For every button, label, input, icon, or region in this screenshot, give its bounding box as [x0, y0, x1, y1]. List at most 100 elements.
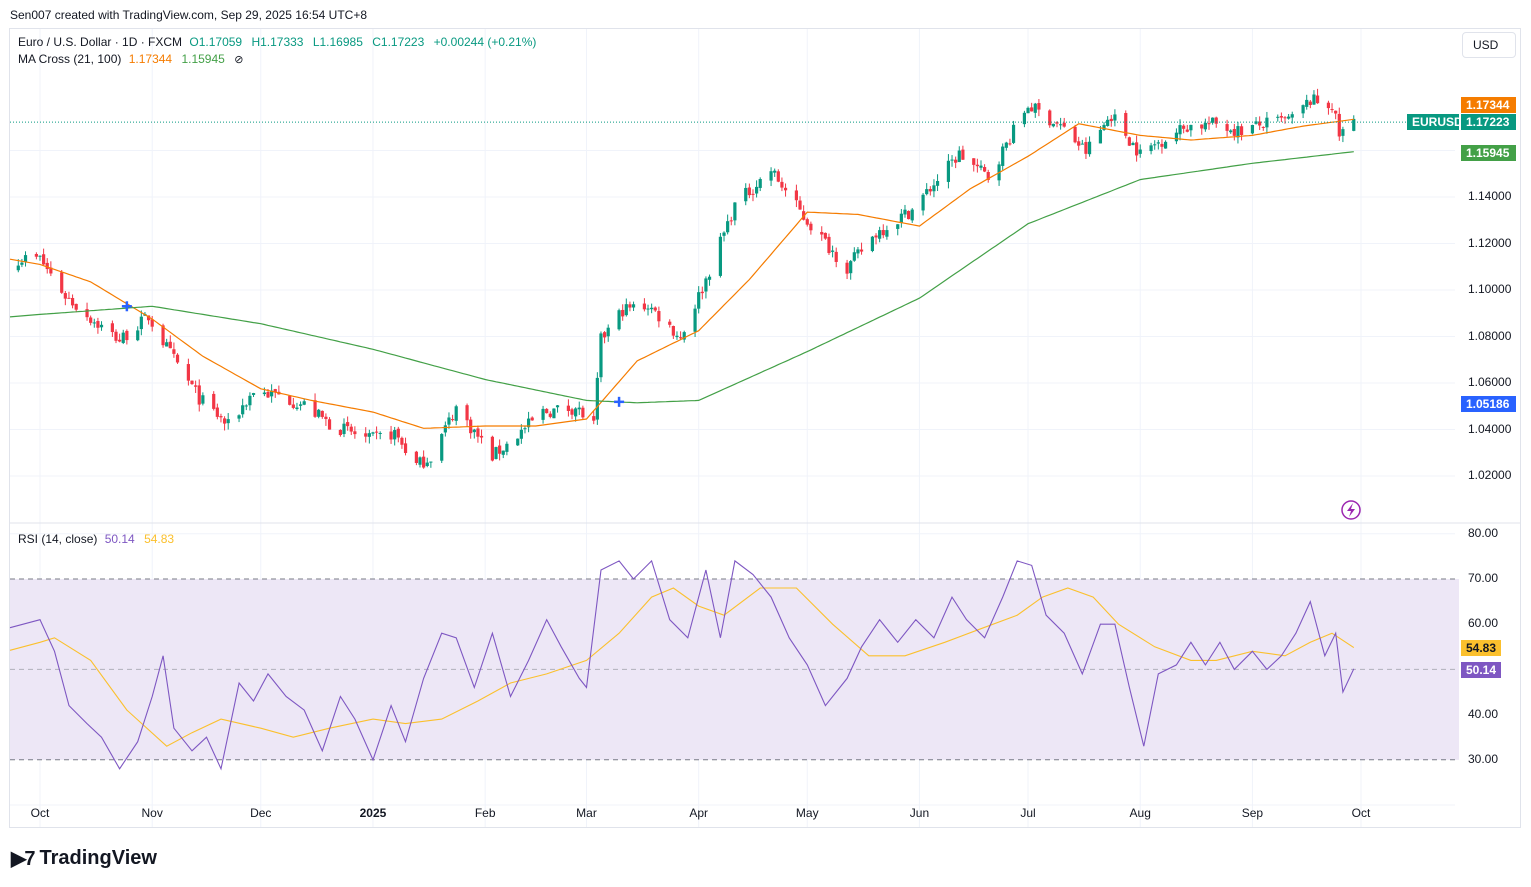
price-tick-label: 1.10000 [1468, 282, 1512, 296]
price-tick-label: 1.14000 [1468, 189, 1512, 203]
candle-body [592, 416, 596, 421]
candle-body [1279, 116, 1283, 118]
ma-cross-marker [614, 396, 625, 407]
candle-body [769, 171, 773, 181]
candle-body [602, 332, 607, 338]
candle-body [754, 186, 759, 194]
candle-body [682, 332, 686, 340]
candle-body [450, 419, 455, 421]
candle-body [1254, 121, 1258, 124]
ma-label: MA Cross (21, 100) [18, 52, 122, 66]
candle-body [454, 406, 458, 421]
candle-body [845, 262, 849, 274]
candle-body [1185, 129, 1189, 132]
tradingview-logo[interactable]: ▶7 TradingView [11, 846, 157, 871]
symbol-name: Euro / U.S. Dollar · 1D · FXCM [18, 35, 183, 49]
ma-legend[interactable]: MA Cross (21, 100) 1.17344 1.15945 ⊘ [18, 52, 247, 66]
candle-body [631, 304, 636, 308]
time-tick-label: Dec [250, 806, 272, 820]
candle-body [523, 428, 527, 430]
candle-body [671, 326, 675, 336]
candle-body [440, 434, 444, 461]
candle-body [1160, 143, 1164, 147]
candle-body [1214, 117, 1218, 124]
candle-body [595, 377, 599, 420]
candle-body [849, 261, 853, 274]
candle-body [628, 304, 632, 308]
candle-body [1048, 110, 1052, 126]
candle-body [859, 249, 864, 252]
candle-body [729, 220, 733, 222]
candle-body [400, 437, 404, 445]
candle-body [530, 417, 534, 421]
candle-body [194, 385, 198, 387]
rsi-value: 50.14 [104, 532, 135, 546]
time-tick-label: Nov [141, 806, 163, 820]
candle-body [1084, 142, 1088, 154]
candle-body [422, 456, 426, 468]
candle-body [1102, 124, 1106, 130]
candle-body [443, 425, 447, 433]
candle-body [201, 395, 205, 404]
candle-body [266, 391, 270, 398]
candle-body [526, 418, 531, 428]
symbol-legend[interactable]: Euro / U.S. Dollar · 1D · FXCM O1.17059 … [18, 35, 542, 49]
candle-body [903, 209, 907, 215]
candle-body [244, 405, 248, 407]
change-value: +0.00244 (+0.21%) [433, 35, 537, 49]
candle-body [783, 187, 788, 191]
candle-body [794, 190, 799, 201]
candle-body [1341, 129, 1345, 136]
candle-body [744, 187, 748, 202]
candle-body [288, 395, 292, 405]
lightning-icon[interactable] [1341, 500, 1361, 520]
candle-body [414, 451, 418, 463]
candle-body [1124, 113, 1128, 136]
candle-body [1080, 143, 1084, 145]
candle-body [465, 405, 469, 421]
candle-body [624, 304, 628, 316]
candle-body [374, 431, 379, 433]
candle-body [852, 252, 856, 261]
candle-body [338, 429, 342, 436]
candle-body [1174, 132, 1179, 142]
candle-body [121, 332, 125, 343]
candle-body [501, 450, 505, 455]
candle-body [831, 250, 835, 252]
candles-group[interactable] [16, 88, 1356, 469]
hidden-eye-icon[interactable]: ⊘ [234, 54, 244, 66]
candle-body [1178, 125, 1182, 135]
candle-body [371, 432, 375, 434]
candle-body [1182, 125, 1186, 129]
candle-body [733, 202, 737, 221]
candle-body [1330, 109, 1334, 111]
candle-body [498, 445, 502, 454]
candle-body [1138, 149, 1142, 154]
candle-body [1290, 114, 1294, 118]
candle-body [429, 461, 433, 463]
candle-body [1334, 110, 1338, 114]
candle-body [896, 224, 900, 229]
candle-body [291, 404, 295, 408]
candle-body [23, 255, 28, 262]
low-value: L1.16985 [312, 35, 363, 49]
candle-body [1062, 122, 1066, 127]
candle-body [85, 309, 89, 318]
candle-body [1301, 105, 1305, 114]
candle-body [447, 417, 451, 425]
currency-button[interactable]: USD [1462, 32, 1516, 58]
rsi-legend[interactable]: RSI (14, close) 50.14 54.83 [18, 532, 180, 546]
candle-body [237, 415, 241, 419]
candle-body [114, 331, 118, 341]
candle-body [1011, 124, 1016, 143]
ma-cross-marker [121, 301, 132, 312]
price-tick-label: 1.06000 [1468, 375, 1512, 389]
last-price-tag: 1.17223 [1461, 114, 1516, 130]
candle-body [747, 187, 751, 196]
candle-body [490, 436, 494, 461]
candle-body [1033, 103, 1037, 113]
candle-body [697, 292, 701, 309]
ma21-line [9, 118, 1354, 429]
candle-body [541, 408, 545, 420]
